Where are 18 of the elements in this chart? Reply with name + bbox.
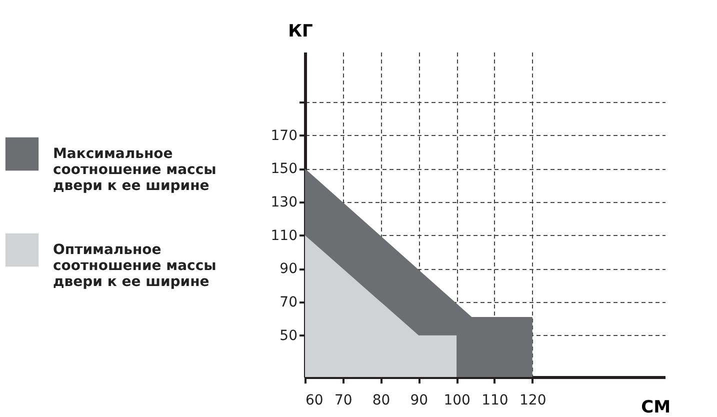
legend-label: Оптимальное соотношение массы двери к ее ширине [53, 242, 216, 290]
y-tick-label: 170 [270, 128, 298, 144]
x-tick-label: 110 [482, 392, 508, 408]
y-tick-label: 150 [270, 161, 298, 178]
x-tick-label: 120 [520, 392, 546, 408]
x-tick-label: 70 [334, 392, 352, 408]
y-tick-label: 50 [280, 328, 298, 344]
y-tick-label: 130 [270, 194, 298, 210]
y-tick-label: 90 [280, 261, 298, 278]
y-tick-label: 70 [280, 294, 298, 310]
x-tick-label: 100 [444, 392, 470, 408]
y-axis-title: КГ [288, 22, 314, 42]
legend-label: Максимальное соотношение массы двери к ее ширине [53, 146, 216, 194]
x-tick-label: 90 [410, 392, 428, 408]
x-tick-label: 80 [372, 392, 390, 408]
x-axis-title: СМ [641, 398, 670, 417]
x-tick-label: 60 [306, 392, 324, 408]
y-tick-label: 110 [270, 228, 298, 244]
